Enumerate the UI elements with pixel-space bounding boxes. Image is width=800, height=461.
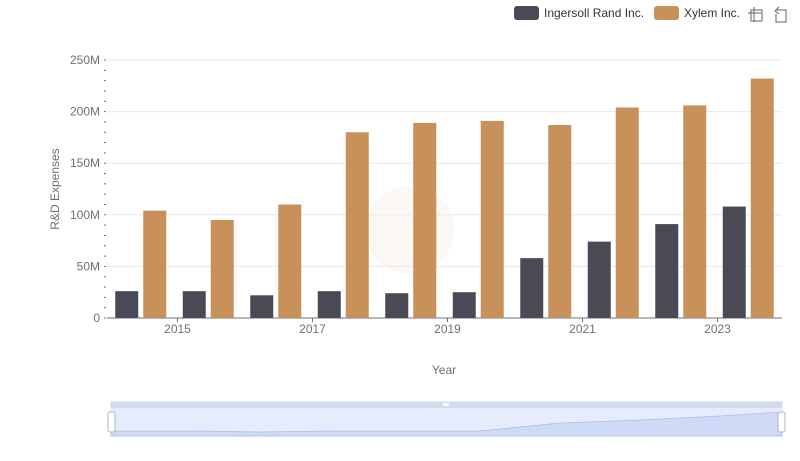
y-tick-label: 200M — [70, 105, 100, 119]
bar-ingersoll-2018[interactable] — [385, 293, 409, 318]
bar-ingersoll-2021[interactable] — [587, 241, 611, 318]
legend-swatch-xylem — [654, 6, 679, 20]
bar-xylem-2019[interactable] — [480, 120, 504, 318]
y-tick-label: 250M — [70, 53, 100, 67]
bar-ingersoll-2015[interactable] — [182, 291, 206, 318]
slider-handle-left[interactable] — [107, 411, 116, 433]
restore-icon[interactable] — [774, 6, 787, 23]
zoom-icon[interactable] — [748, 7, 763, 22]
x-tick-label: 2021 — [569, 322, 596, 336]
bar-ingersoll-2016[interactable] — [250, 295, 274, 318]
x-axis: 2015 2017 2019 2021 2023 — [107, 317, 782, 336]
bar-ingersoll-2019[interactable] — [452, 292, 476, 318]
y-axis-title: R&D Expenses — [48, 148, 62, 229]
bar-xylem-2023[interactable] — [750, 78, 774, 319]
x-tick-label: 2015 — [164, 322, 191, 336]
bar-ingersoll-2020[interactable] — [520, 258, 544, 318]
x-tick-label: 2017 — [299, 322, 326, 336]
slider-preview-area — [110, 411, 783, 437]
legend-item-xylem[interactable]: Xylem Inc. — [654, 6, 740, 20]
y-tick-label: 150M — [70, 156, 100, 170]
slider-handle-right[interactable] — [777, 411, 786, 433]
bar-xylem-2022[interactable] — [683, 105, 707, 319]
bar-ingersoll-2022[interactable] — [655, 224, 679, 318]
slider-center-grip[interactable] — [443, 403, 449, 406]
x-tick-label: 2019 — [434, 322, 461, 336]
legend-item-ingersoll[interactable]: Ingersoll Rand Inc. — [514, 6, 644, 20]
bar-ingersoll-2017[interactable] — [317, 291, 341, 318]
bars — [115, 78, 774, 319]
data-zoom-slider[interactable] — [107, 401, 786, 437]
bar-xylem-2015[interactable] — [210, 219, 234, 318]
watermark-logo — [366, 186, 454, 274]
bar-ingersoll-2014[interactable] — [115, 291, 139, 318]
y-tick-label: 0 — [93, 311, 100, 325]
bar-xylem-2014[interactable] — [143, 210, 167, 318]
y-tick-label: 100M — [70, 208, 100, 222]
bar-xylem-2017[interactable] — [345, 132, 369, 318]
bar-ingersoll-2023[interactable] — [722, 206, 746, 318]
x-axis-title: Year — [432, 363, 456, 377]
bar-xylem-2016[interactable] — [278, 204, 302, 318]
legend-swatch-ingersoll — [514, 6, 539, 20]
legend-label-ingersoll: Ingersoll Rand Inc. — [544, 6, 644, 20]
y-axis: 0 50M 100M 150M 200M 250M — [70, 53, 106, 325]
bar-xylem-2021[interactable] — [615, 107, 639, 318]
legend: Ingersoll Rand Inc. Xylem Inc. — [514, 6, 740, 20]
x-tick-label: 2023 — [704, 322, 731, 336]
legend-label-xylem: Xylem Inc. — [684, 6, 740, 20]
bar-xylem-2018[interactable] — [413, 122, 437, 319]
bar-xylem-2020[interactable] — [548, 125, 572, 319]
y-tick-label: 50M — [77, 259, 100, 273]
